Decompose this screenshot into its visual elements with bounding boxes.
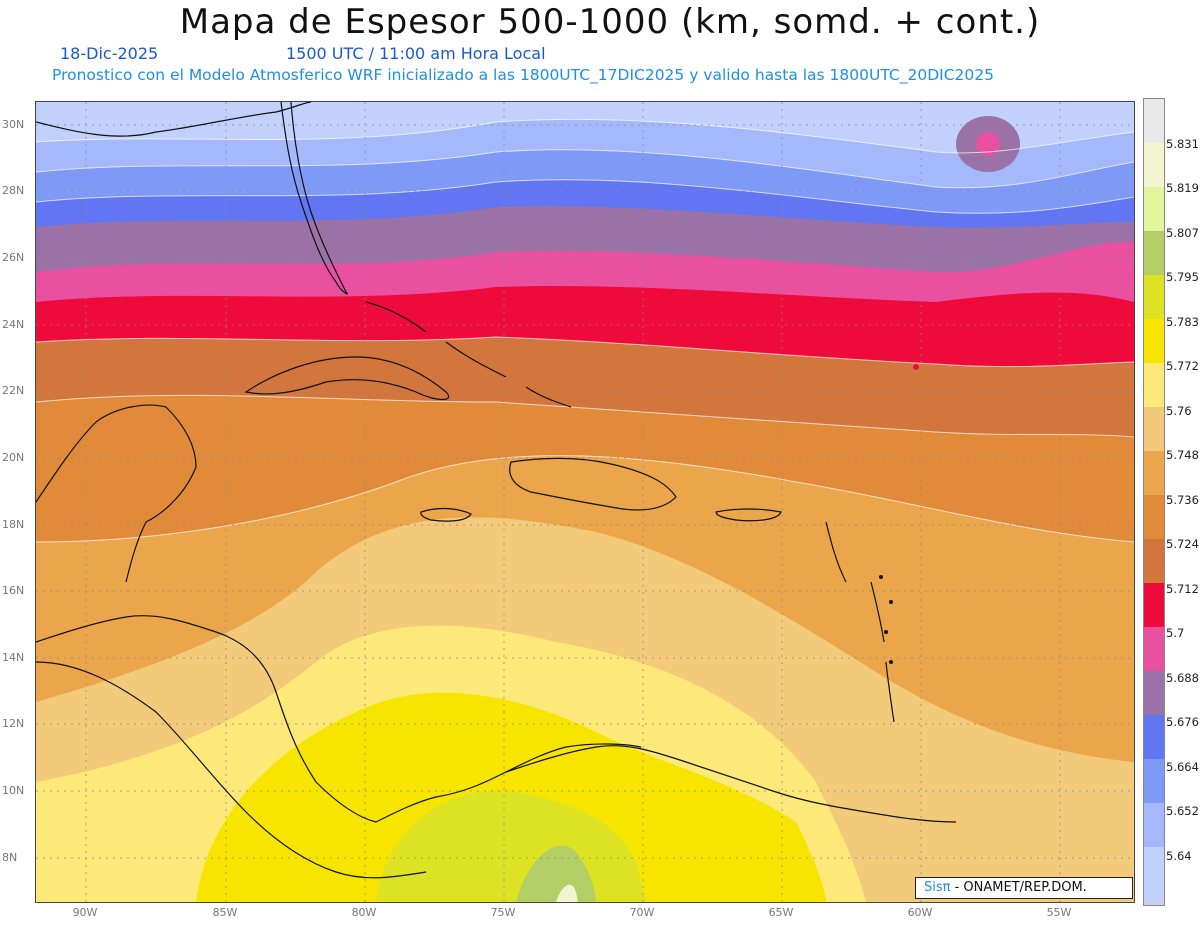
- legend-label: 5.7: [1166, 626, 1185, 640]
- forecast-label: Pronostico con el Modelo Atmosferico WRF…: [52, 66, 994, 84]
- pink-cell-ne-core: [976, 132, 1000, 156]
- legend-swatch: [1144, 99, 1164, 143]
- map-title: Mapa de Espesor 500-1000 (km, somd. + co…: [179, 2, 1041, 42]
- lat-label-16n: 16N: [2, 584, 25, 597]
- time-label: 1500 UTC / 11:00 am Hora Local: [286, 44, 546, 63]
- legend-label: 5.819: [1166, 181, 1199, 195]
- lat-label-10n: 10N: [2, 784, 25, 797]
- lon-label-85w: 85W: [212, 906, 238, 919]
- coast-yucatan: [36, 404, 197, 583]
- legend-label: 5.831: [1166, 137, 1199, 151]
- lon-label-55w: 55W: [1046, 906, 1072, 919]
- lat-label-14n: 14N: [2, 651, 25, 664]
- legend-label: 5.676: [1166, 715, 1199, 729]
- legend-swatch: [1144, 275, 1164, 319]
- legend-swatch: [1144, 671, 1164, 715]
- coast-hispaniola: [509, 457, 677, 511]
- legend-label: 5.712: [1166, 582, 1199, 596]
- coast-central-america-pacific: [36, 661, 427, 879]
- coast-colombia-venezuela: [505, 745, 957, 823]
- thickness-map[interactable]: [35, 101, 1135, 903]
- coast-florida: [280, 102, 348, 295]
- legend-swatch: [1144, 759, 1164, 803]
- lat-label-28n: 28N: [2, 184, 25, 197]
- credit-text: - ONAMET/REP.DOM.: [954, 880, 1087, 895]
- legend-label: 5.76: [1166, 404, 1192, 418]
- lon-label-60w: 60W: [907, 906, 933, 919]
- legend-swatch: [1144, 803, 1164, 847]
- legend-label: 5.748: [1166, 448, 1199, 462]
- band-green: [516, 845, 596, 902]
- coast-jamaica: [420, 507, 472, 522]
- lat-label-8n: 8N: [2, 851, 18, 864]
- legend-swatch: [1144, 495, 1164, 539]
- legend-swatch: [1144, 319, 1164, 363]
- lon-label-70w: 70W: [629, 906, 655, 919]
- lon-label-90w: 90W: [72, 906, 98, 919]
- legend-label: 5.664: [1166, 760, 1199, 774]
- coast-bahamas: [365, 301, 572, 408]
- legend-swatch: [1144, 583, 1164, 627]
- legend-label: 5.652: [1166, 804, 1199, 818]
- legend-swatch: [1144, 627, 1164, 671]
- legend-label: 5.64: [1166, 849, 1192, 863]
- map-canvas: [36, 102, 1134, 902]
- legend-swatch: [1144, 407, 1164, 451]
- lon-label-65w: 65W: [768, 906, 794, 919]
- legend-swatch: [1144, 539, 1164, 583]
- lat-label-18n: 18N: [2, 518, 25, 531]
- coast-cuba: [244, 356, 450, 401]
- lon-label-80w: 80W: [351, 906, 377, 919]
- lat-label-24n: 24N: [2, 318, 25, 331]
- legend-label: 5.736: [1166, 493, 1199, 507]
- credit-box: Sisπ - ONAMET/REP.DOM.: [915, 877, 1133, 899]
- lat-label-26n: 26N: [2, 251, 25, 264]
- lat-label-30n: 30N: [2, 118, 25, 131]
- legend-swatch: [1144, 363, 1164, 407]
- band-palegreen: [556, 884, 578, 902]
- legend-swatch: [1144, 231, 1164, 275]
- coast-us-gulf: [36, 102, 312, 137]
- legend-swatch: [1144, 143, 1164, 187]
- coast-central-america: [36, 615, 642, 823]
- lat-label-22n: 22N: [2, 384, 25, 397]
- sis-logo-text: Sisπ: [924, 880, 951, 895]
- lat-label-12n: 12N: [2, 717, 25, 730]
- lat-label-20n: 20N: [2, 451, 25, 464]
- date-label: 18-Dic-2025: [60, 44, 159, 63]
- legend-label: 5.795: [1166, 270, 1199, 284]
- legend-swatch: [1144, 847, 1164, 905]
- legend-label: 5.724: [1166, 537, 1199, 551]
- color-legend: [1143, 98, 1165, 906]
- legend-label: 5.688: [1166, 671, 1199, 685]
- legend-label: 5.772: [1166, 359, 1199, 373]
- coast-lesser-antilles: [825, 521, 895, 723]
- legend-swatch: [1144, 451, 1164, 495]
- legend-label: 5.783: [1166, 315, 1199, 329]
- coast-puerto-rico: [715, 508, 782, 522]
- legend-swatch: [1144, 715, 1164, 759]
- legend-label: 5.807: [1166, 226, 1199, 240]
- legend-swatch: [1144, 187, 1164, 231]
- lon-label-75w: 75W: [490, 906, 516, 919]
